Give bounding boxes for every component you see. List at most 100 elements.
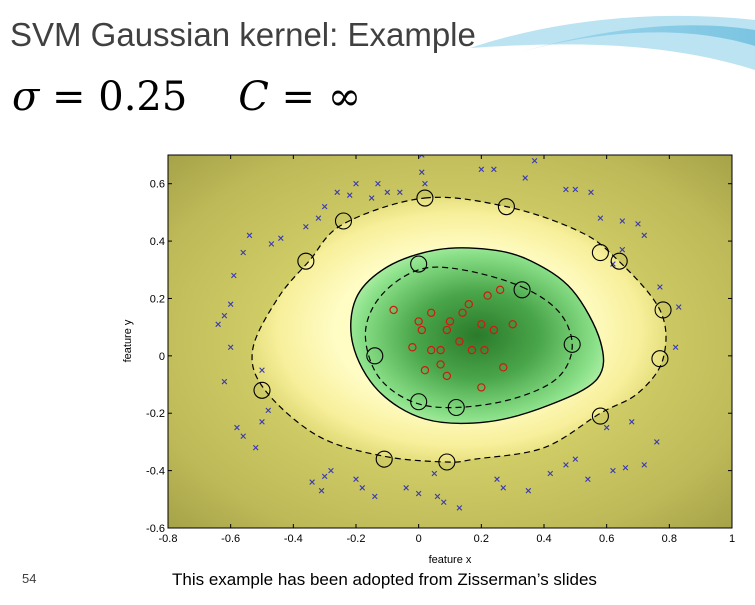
positive-point <box>458 308 467 318</box>
negative-point <box>375 180 381 187</box>
sigma-value: = 0.25 <box>39 74 188 120</box>
negative-point <box>321 203 328 210</box>
negative-point <box>234 424 240 431</box>
negative-point <box>221 312 228 319</box>
x-tick-label: -0.6 <box>221 533 240 545</box>
negative-point <box>563 186 569 193</box>
negative-point <box>368 195 375 201</box>
y-axis-ticks: -0.6 -0.4 -0.2 0 0.2 0.4 0.6 <box>146 179 732 535</box>
negative-point <box>259 419 265 425</box>
y-tick-label: -0.6 <box>146 523 165 535</box>
x-tick-label: 0 <box>416 533 422 545</box>
negative-point <box>675 304 682 310</box>
y-tick-label: 0.4 <box>150 236 165 248</box>
negative-point <box>240 433 246 439</box>
support-vector <box>375 450 393 468</box>
c-value: = ∞ <box>268 74 362 120</box>
negative-point <box>353 476 359 483</box>
support-vector <box>591 244 609 262</box>
negative-point <box>494 476 500 483</box>
negative-point <box>403 485 409 491</box>
negative-point <box>346 192 353 198</box>
negative-point <box>334 189 340 196</box>
positive-point <box>414 317 423 326</box>
support-vector <box>654 301 672 319</box>
support-vector <box>513 281 531 299</box>
negative-point <box>500 485 507 491</box>
negative-point <box>619 218 626 224</box>
negative-point <box>318 487 325 494</box>
positive-point <box>455 337 464 346</box>
positive-point <box>445 317 455 326</box>
negative-point <box>240 249 246 256</box>
negative-point <box>597 215 604 221</box>
negative-point <box>610 467 616 474</box>
positive-region <box>350 247 604 424</box>
positive-point <box>480 345 489 355</box>
negative-point <box>259 367 265 373</box>
negative-point <box>431 470 438 477</box>
negative-point <box>227 301 234 307</box>
inner-margin <box>364 266 573 409</box>
positive-point <box>389 305 398 315</box>
y-axis-label: feature y <box>122 319 134 362</box>
positive-point <box>427 345 436 355</box>
negative-point <box>572 186 579 193</box>
negative-point <box>372 493 378 500</box>
x-tick-label: 0.6 <box>599 533 614 545</box>
positive-point <box>499 363 508 372</box>
negative-point <box>384 189 391 196</box>
positive-point <box>442 371 452 381</box>
positive-point <box>427 308 436 318</box>
plot-frame <box>167 154 733 529</box>
negative-point <box>491 166 497 173</box>
negative-point <box>265 407 272 414</box>
slide-number: 54 <box>22 571 37 586</box>
support-vector <box>438 453 456 471</box>
negative-point <box>321 473 328 480</box>
negative-point <box>654 439 660 445</box>
x-tick-label: -0.8 <box>159 533 178 545</box>
formula: σ = 0.25 C = ∞ <box>12 74 361 120</box>
negative-point <box>622 464 629 471</box>
negative-point <box>315 215 322 221</box>
y-tick-label: 0.6 <box>150 179 165 191</box>
caption: This example has been adopted from Zisse… <box>172 570 597 589</box>
plot-area <box>168 155 732 528</box>
positive-point <box>436 360 445 369</box>
support-vector <box>297 252 315 270</box>
negative-point <box>657 284 663 290</box>
negative-point <box>278 235 284 241</box>
negative-point <box>531 157 538 164</box>
negative-point <box>619 246 626 253</box>
x-tick-label: -0.4 <box>284 533 303 545</box>
x-axis-label: feature x <box>429 554 472 566</box>
x-tick-label: -0.2 <box>347 533 366 545</box>
c-symbol: C <box>238 74 269 120</box>
negative-point <box>221 378 228 385</box>
support-vector <box>410 393 428 411</box>
negative-point <box>422 180 428 187</box>
outer-margin <box>251 196 667 463</box>
negative-point <box>588 189 594 196</box>
positive-point <box>417 325 426 335</box>
support-vector <box>610 252 628 270</box>
data-points <box>215 155 682 511</box>
support-vector <box>497 198 515 216</box>
negative-point <box>268 241 275 247</box>
positive-point <box>489 325 499 335</box>
positive-point <box>464 300 473 309</box>
negative-point <box>628 419 635 425</box>
negative-point <box>641 462 648 468</box>
negative-point <box>440 499 447 505</box>
positive-point <box>442 325 452 335</box>
support-vector <box>366 347 384 365</box>
positive-point <box>483 291 492 300</box>
positive-point <box>436 345 445 355</box>
negative-point <box>353 180 359 187</box>
negative-point <box>547 470 554 477</box>
x-tick-label: 1 <box>729 533 735 545</box>
negative-point <box>303 223 309 230</box>
negative-point <box>419 155 425 158</box>
negative-point <box>434 493 441 500</box>
